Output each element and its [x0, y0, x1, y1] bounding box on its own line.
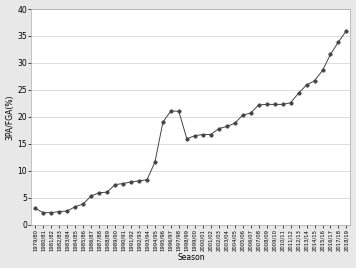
X-axis label: Season: Season [177, 254, 205, 262]
Y-axis label: 3PA/FGA(%): 3PA/FGA(%) [6, 94, 15, 140]
